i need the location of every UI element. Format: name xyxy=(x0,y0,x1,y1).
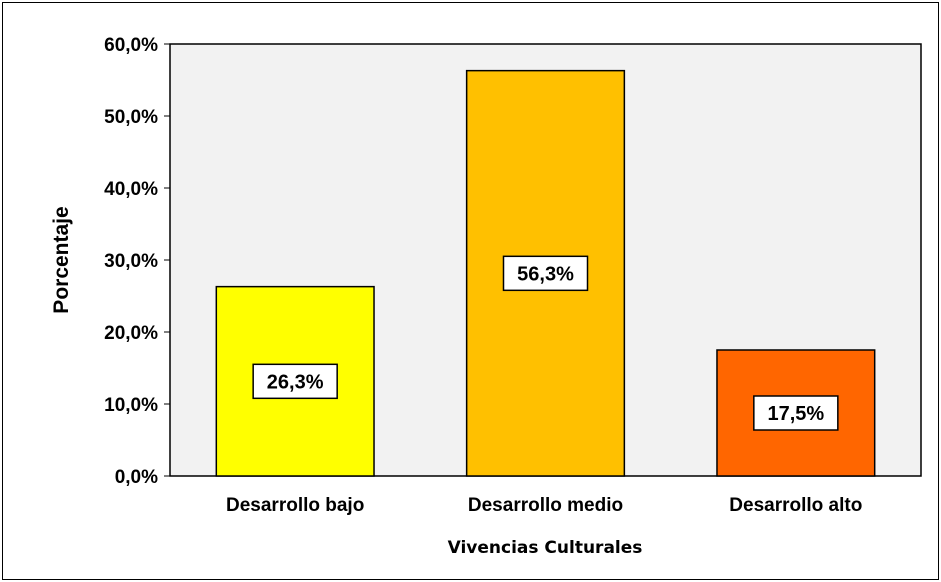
data-label: 56,3% xyxy=(517,263,574,285)
x-axis: Desarrollo bajo Desarrollo medio Desarroll… xyxy=(226,495,862,516)
data-label-box xyxy=(252,363,338,400)
y-tick-label: 50,0% xyxy=(104,107,158,128)
y-tick-label: 60,0% xyxy=(104,35,158,56)
y-tick-label: 30,0% xyxy=(104,251,158,272)
y-tick-label: 0,0% xyxy=(115,467,158,488)
data-label: 17,5% xyxy=(767,403,824,425)
x-tick-label: Desarrollo bajo xyxy=(226,495,364,516)
y-axis: 0,0% 10,0% 20,0% 30,0% 40,0% 50,0% 60,0% xyxy=(104,35,170,488)
y-axis-label: Porcentaje xyxy=(50,206,73,313)
y-tick-label: 20,0% xyxy=(104,323,158,344)
x-tick-label: Desarrollo alto xyxy=(729,495,862,516)
bars: 26,3% 56,3% 17,5% xyxy=(215,69,876,477)
data-label-box xyxy=(502,255,589,292)
data-label: 26,3% xyxy=(267,371,324,393)
data-label-box xyxy=(753,395,839,431)
x-tick-label: Desarrollo medio xyxy=(468,495,623,516)
y-tick-label: 40,0% xyxy=(104,179,158,200)
x-axis-label: Vivencias Culturales xyxy=(448,538,643,558)
y-tick-label: 10,0% xyxy=(104,395,158,416)
